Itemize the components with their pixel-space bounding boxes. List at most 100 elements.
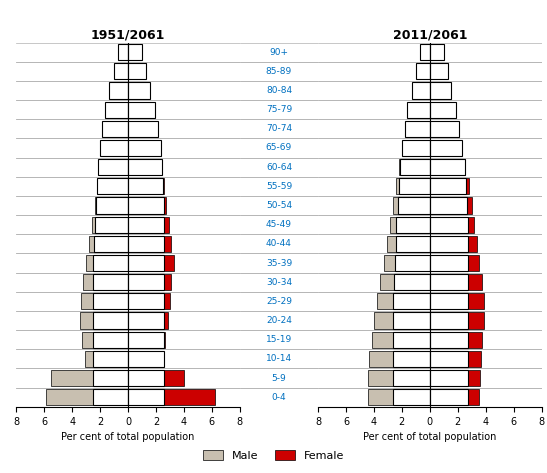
Bar — [102, 121, 128, 137]
Bar — [128, 102, 147, 118]
Text: 30-34: 30-34 — [266, 278, 292, 287]
Bar — [408, 102, 430, 118]
Title: 2011/2061: 2011/2061 — [393, 28, 467, 42]
Bar — [80, 312, 128, 329]
Text: 0-4: 0-4 — [272, 393, 286, 402]
Bar — [430, 44, 434, 60]
Bar — [430, 159, 465, 175]
Bar — [128, 178, 164, 194]
Bar — [128, 312, 168, 329]
X-axis label: Per cent of total population: Per cent of total population — [61, 432, 195, 442]
Bar — [128, 159, 162, 175]
Bar — [51, 370, 128, 386]
Text: 15-19: 15-19 — [266, 335, 292, 344]
Bar — [109, 82, 128, 99]
Bar — [372, 332, 430, 348]
Bar — [413, 102, 430, 118]
Bar — [128, 312, 165, 329]
Bar — [430, 217, 468, 233]
Bar — [128, 178, 163, 194]
Bar — [128, 159, 161, 175]
Bar — [369, 350, 430, 367]
Bar — [98, 159, 128, 175]
Bar — [430, 102, 450, 118]
Text: 90+: 90+ — [270, 48, 288, 57]
Bar — [128, 389, 165, 405]
Bar — [92, 350, 128, 367]
Bar — [96, 197, 128, 214]
Bar — [430, 236, 478, 252]
Text: 85-89: 85-89 — [266, 67, 292, 76]
Bar — [393, 332, 430, 348]
Text: 25-29: 25-29 — [266, 297, 292, 306]
Title: 1951/2061: 1951/2061 — [91, 28, 165, 42]
Bar — [368, 370, 430, 386]
Bar — [430, 370, 480, 386]
Bar — [393, 312, 430, 329]
Text: 35-39: 35-39 — [266, 259, 292, 268]
Bar — [430, 255, 479, 271]
Bar — [430, 63, 439, 79]
Bar — [128, 140, 161, 156]
X-axis label: Per cent of total population: Per cent of total population — [363, 432, 497, 442]
Bar — [427, 44, 430, 60]
Text: 5-9: 5-9 — [272, 374, 286, 383]
Bar — [82, 332, 128, 348]
Bar — [393, 197, 430, 214]
Bar — [430, 274, 468, 290]
Bar — [393, 350, 430, 367]
Bar — [86, 255, 128, 271]
Bar — [374, 312, 430, 329]
Bar — [128, 82, 142, 99]
Text: 20-24: 20-24 — [266, 316, 292, 325]
Bar — [402, 140, 430, 156]
Bar — [430, 102, 456, 118]
Bar — [430, 332, 482, 348]
Bar — [92, 293, 128, 309]
Bar — [98, 178, 128, 194]
Text: 65-69: 65-69 — [266, 143, 292, 152]
Text: 55-59: 55-59 — [266, 182, 292, 191]
Bar — [84, 274, 128, 290]
Bar — [114, 63, 128, 79]
Bar — [128, 63, 146, 79]
Bar — [128, 274, 165, 290]
Bar — [128, 82, 150, 99]
Bar — [109, 121, 128, 137]
Bar — [387, 236, 430, 252]
Bar — [128, 255, 173, 271]
Bar — [430, 293, 468, 309]
Bar — [128, 332, 165, 348]
Bar — [430, 312, 484, 329]
Bar — [412, 82, 430, 99]
Bar — [80, 293, 128, 309]
Bar — [430, 178, 466, 194]
Bar — [101, 159, 128, 175]
Bar — [430, 82, 451, 99]
Bar — [92, 332, 128, 348]
Bar — [128, 389, 215, 405]
Bar — [128, 350, 163, 367]
Bar — [430, 389, 479, 405]
Bar — [128, 197, 166, 214]
Bar — [420, 44, 430, 60]
Bar — [430, 82, 445, 99]
Bar — [396, 217, 430, 233]
Bar — [430, 312, 468, 329]
Bar — [128, 370, 184, 386]
Bar — [400, 159, 430, 175]
Bar — [430, 350, 468, 367]
Bar — [128, 121, 153, 137]
Bar — [95, 197, 128, 214]
Bar — [368, 389, 430, 405]
Text: 75-79: 75-79 — [266, 105, 292, 114]
Bar — [430, 63, 448, 79]
Bar — [408, 121, 430, 137]
Bar — [128, 121, 158, 137]
Bar — [128, 44, 133, 60]
Bar — [118, 82, 128, 99]
Text: 45-49: 45-49 — [266, 220, 292, 229]
Bar — [403, 140, 430, 156]
Bar — [430, 159, 465, 175]
Bar — [104, 140, 128, 156]
